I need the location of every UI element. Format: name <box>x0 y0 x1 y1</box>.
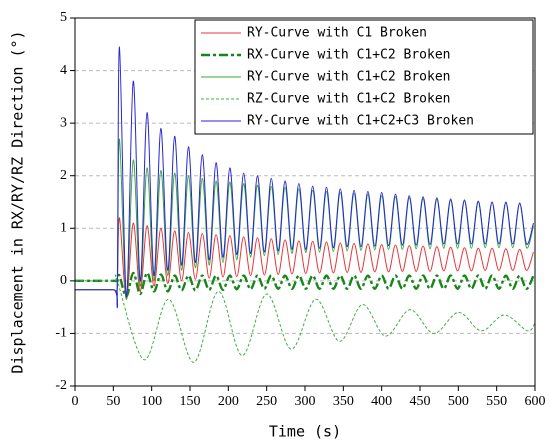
y-tick-label: -1 <box>55 326 67 341</box>
x-tick-label: 300 <box>295 394 316 409</box>
data-line <box>75 46 534 309</box>
legend-label: RY-Curve with C1 Broken <box>247 26 427 41</box>
y-axis-label: Displacement in RX/RY/RZ Direction (°) <box>9 30 27 373</box>
x-tick-label: 150 <box>180 394 201 409</box>
data-line <box>75 274 535 363</box>
x-tick-label: 500 <box>448 394 469 409</box>
legend-label: RY-Curve with C1+C2 Broken <box>247 70 451 85</box>
x-tick-label: 400 <box>371 394 392 409</box>
data-line <box>75 217 534 300</box>
x-tick-label: 0 <box>72 394 79 409</box>
y-tick-label: 2 <box>60 168 67 183</box>
legend-label: RZ-Curve with C1+C2 Broken <box>247 92 451 107</box>
y-tick-label: 1 <box>60 221 67 236</box>
x-tick-label: 550 <box>486 394 507 409</box>
plot-frame <box>74 17 536 387</box>
x-tick-label: 250 <box>256 394 277 409</box>
x-tick-label: 200 <box>218 394 239 409</box>
legend-label: RY-Curve with C1+C2+C3 Broken <box>247 114 474 129</box>
x-axis-label: Time (s) <box>269 423 341 441</box>
y-tick-label: 5 <box>60 10 67 25</box>
x-tick-label: 350 <box>333 394 354 409</box>
legend-label: RX-Curve with C1+C2 Broken <box>247 48 451 63</box>
x-tick-label: 450 <box>410 394 431 409</box>
x-tick-label: 100 <box>141 394 162 409</box>
x-tick-label: 600 <box>525 394 546 409</box>
x-tick-label: 50 <box>106 394 120 409</box>
y-tick-label: 4 <box>60 63 67 78</box>
data-line <box>75 271 535 298</box>
y-tick-label: 0 <box>60 273 67 288</box>
legend-box <box>194 19 534 135</box>
y-tick-label: 3 <box>60 115 67 130</box>
y-tick-label: -2 <box>55 378 67 393</box>
